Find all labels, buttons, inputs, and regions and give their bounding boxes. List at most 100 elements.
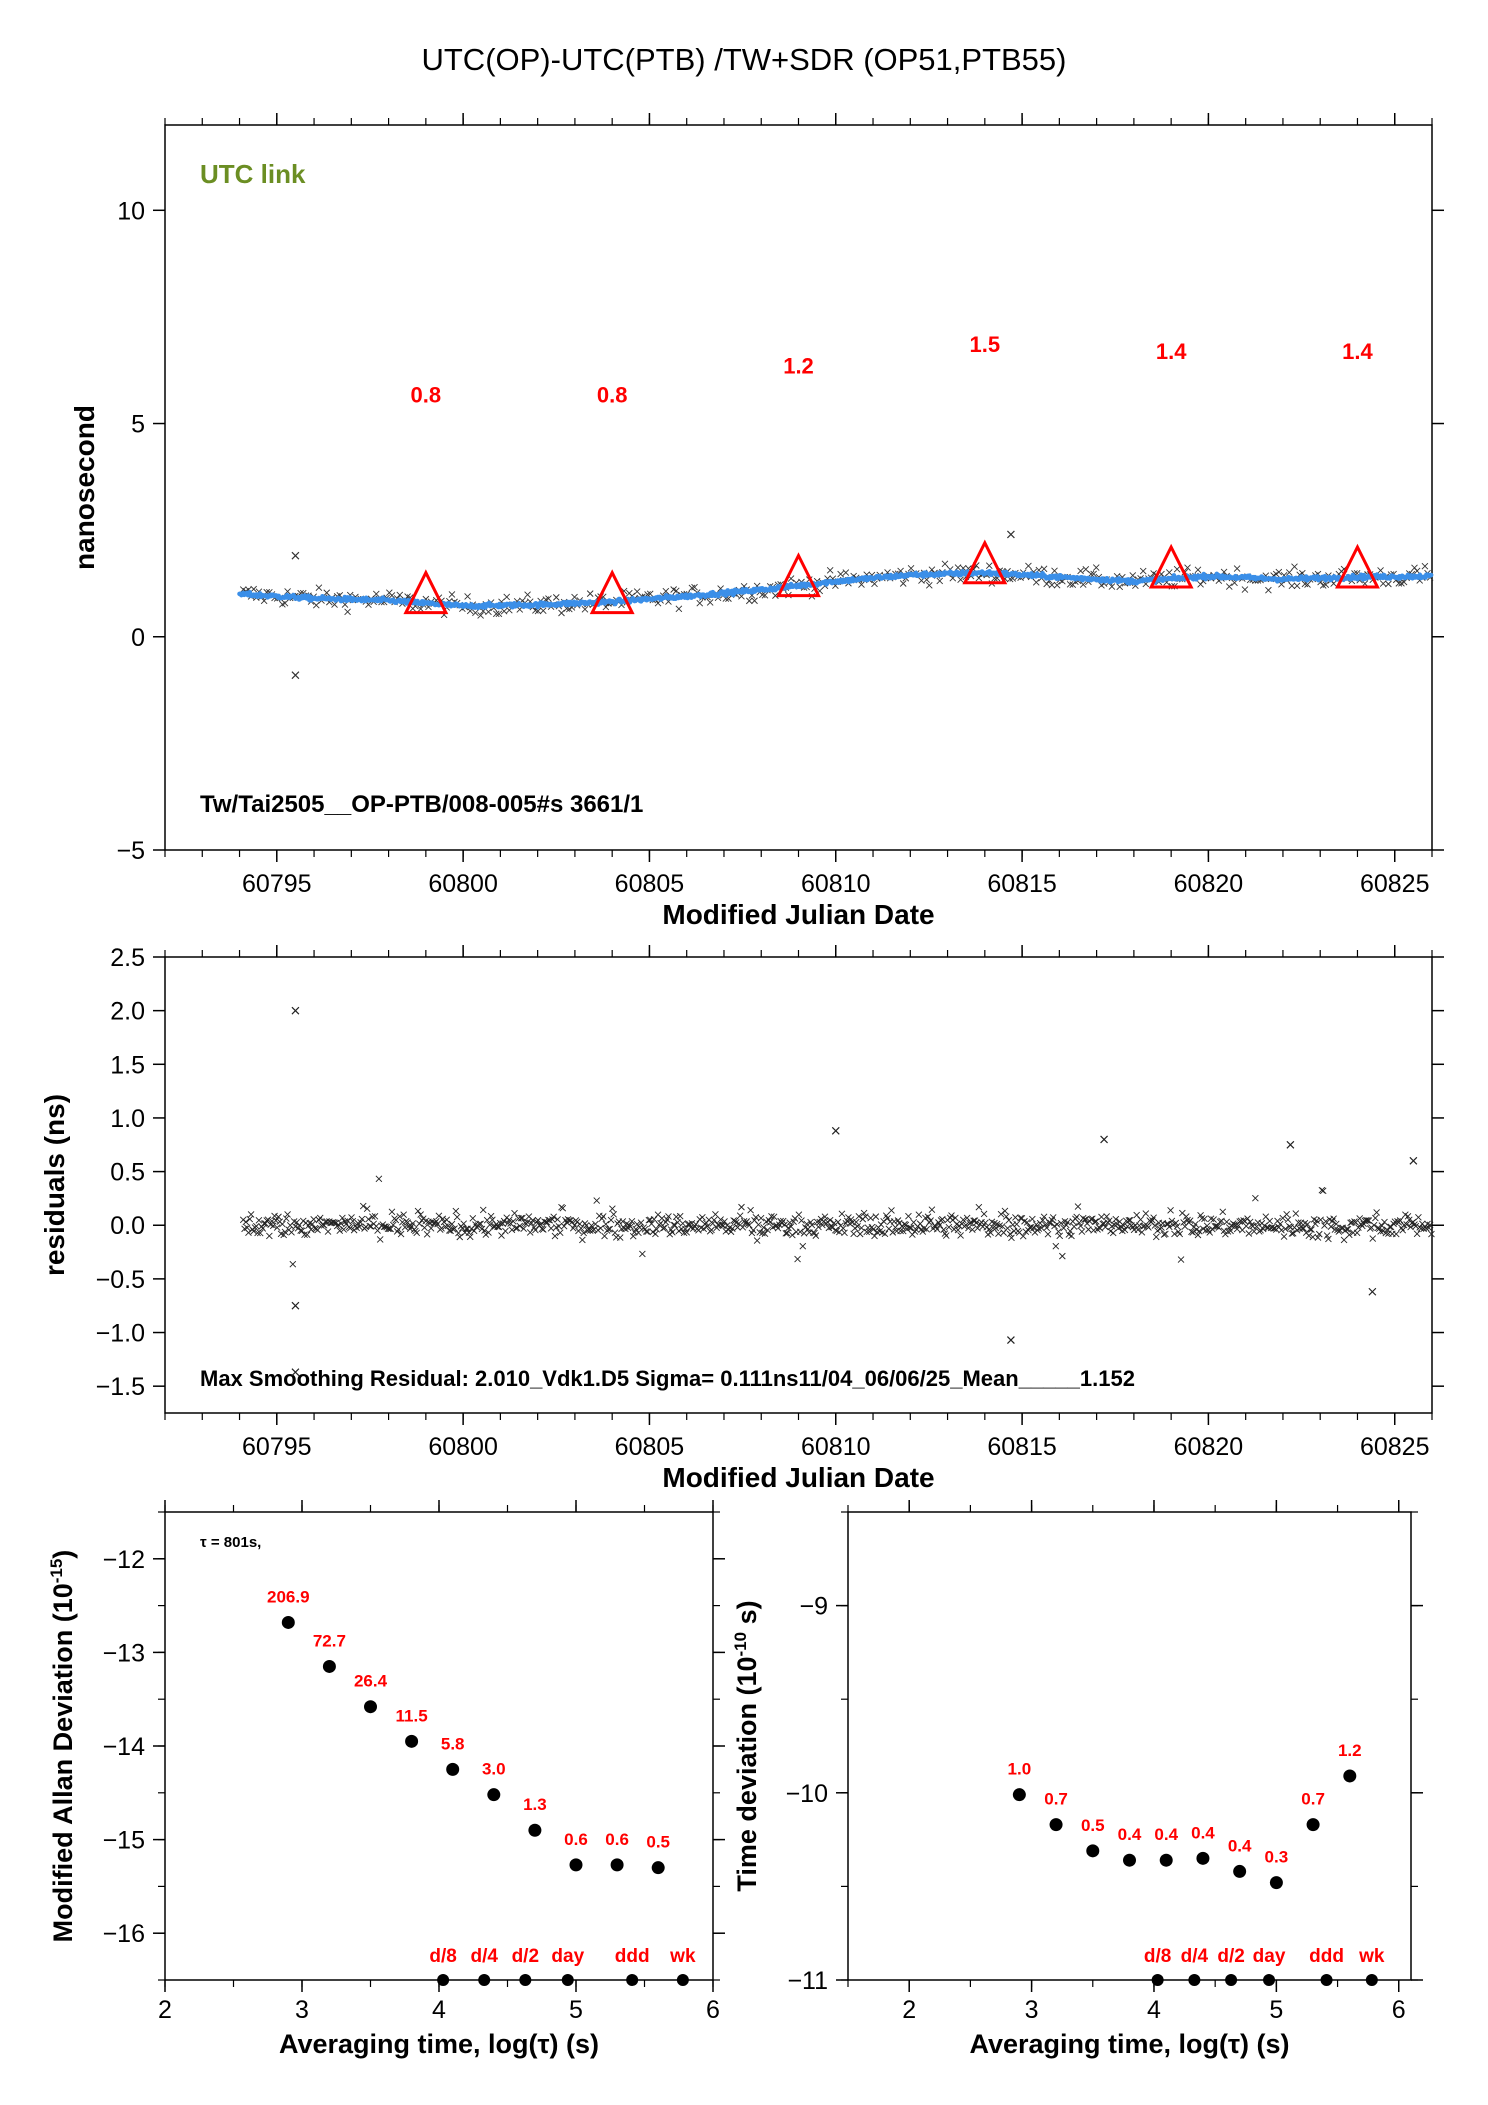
residual-point <box>269 1222 277 1230</box>
residual-point <box>1081 1216 1088 1223</box>
data-point <box>1377 567 1384 574</box>
triangle-value-label: 0.8 <box>597 383 628 408</box>
residual-point <box>1340 1236 1348 1244</box>
outlier-point <box>291 671 300 680</box>
interval-mark <box>561 1974 574 1986</box>
residual-point <box>1305 1232 1313 1240</box>
interval-mark-label: ddd <box>615 1946 650 1967</box>
data-point <box>477 612 484 619</box>
interval-mark <box>519 1974 532 1986</box>
residual-point <box>1356 1215 1364 1222</box>
residual-point <box>593 1197 601 1204</box>
residual-point <box>1078 1228 1086 1235</box>
residual-point <box>526 1229 534 1236</box>
residual-point <box>1245 1230 1253 1237</box>
data-point <box>323 589 331 597</box>
residual-point <box>1162 1230 1169 1238</box>
residual-point <box>755 1221 762 1229</box>
residual-point <box>1103 1213 1110 1220</box>
residual-outlier <box>1100 1135 1108 1144</box>
residual-point <box>1210 1216 1217 1223</box>
residual-point <box>466 1233 474 1241</box>
residual-point <box>995 1230 1002 1238</box>
residual-point <box>787 1223 795 1230</box>
residual-point <box>1276 1220 1284 1228</box>
residual-point <box>1059 1252 1066 1260</box>
residual-point <box>1049 1214 1057 1221</box>
residual-point <box>529 1216 537 1224</box>
residual-point <box>841 1229 848 1237</box>
residual-point <box>692 1220 700 1228</box>
residual-point <box>924 1213 932 1221</box>
utc-link-label: UTC link <box>200 159 306 189</box>
residual-point <box>577 1224 585 1232</box>
interval-mark <box>1225 1974 1238 1986</box>
residual-point <box>421 1224 428 1232</box>
residual-point <box>1224 1228 1232 1235</box>
data-point <box>571 593 578 601</box>
residual-point <box>1203 1222 1211 1230</box>
residual-point <box>867 1214 874 1222</box>
residual-point <box>1284 1216 1292 1223</box>
residual-point <box>500 1217 508 1225</box>
data-point <box>1322 581 1330 589</box>
interval-mark-label: d/8 <box>1144 1946 1171 1967</box>
residual-point <box>1125 1216 1133 1224</box>
residual-point <box>637 1219 645 1226</box>
residual-point <box>752 1214 760 1221</box>
residual-point <box>781 1221 788 1229</box>
residual-point <box>1390 1220 1397 1228</box>
residual-point <box>839 1224 847 1232</box>
interval-mark-label: day <box>1253 1946 1286 1967</box>
x-tick-label: 4 <box>432 1996 446 2024</box>
residual-point <box>1137 1216 1144 1223</box>
residual-outlier <box>291 1368 300 1377</box>
residual-point <box>243 1224 251 1232</box>
deviation-point <box>1086 1844 1100 1858</box>
residual-point <box>520 1225 527 1232</box>
residual-point <box>766 1219 774 1226</box>
residual-points <box>239 1175 1435 1268</box>
deviation-value-label: 0.4 <box>1154 1825 1178 1844</box>
residual-point <box>1317 1216 1324 1224</box>
residual-point <box>1283 1210 1290 1218</box>
residual-point <box>1289 1230 1297 1237</box>
residual-point <box>289 1260 297 1268</box>
y-tick-label: −16 <box>103 1920 145 1948</box>
residual-point <box>700 1225 707 1233</box>
residual-point <box>301 1231 308 1239</box>
interval-mark-label: d/2 <box>512 1946 539 1967</box>
residual-point <box>460 1220 467 1228</box>
interval-mark <box>1263 1974 1276 1986</box>
residual-point <box>614 1220 621 1227</box>
residual-point <box>470 1227 478 1235</box>
residual-point <box>683 1229 691 1236</box>
residual-point <box>1167 1207 1174 1214</box>
residual-point <box>676 1212 684 1220</box>
data-point <box>1066 580 1074 588</box>
data-point <box>1288 582 1296 590</box>
deviation-y-axis-label: Modified Allan Deviation (10-15) <box>47 1550 78 1943</box>
residual-point <box>508 1226 516 1234</box>
residual-point <box>1032 1221 1040 1228</box>
data-point <box>1077 567 1084 575</box>
residual-point <box>1201 1215 1208 1223</box>
residual-point <box>1112 1215 1120 1223</box>
residual-point <box>1417 1225 1425 1232</box>
deviation-value-label: 5.8 <box>441 1734 465 1753</box>
residual-point <box>369 1213 376 1220</box>
residual-point <box>602 1220 610 1228</box>
x-tick-label: 2 <box>902 1996 916 2024</box>
x-tick-label: 60800 <box>428 870 498 898</box>
residual-point <box>479 1206 487 1214</box>
residual-point <box>1315 1230 1323 1238</box>
top-cross-points <box>239 560 1434 619</box>
residual-point <box>736 1212 744 1220</box>
residual-point <box>576 1220 584 1228</box>
residual-point <box>279 1220 286 1228</box>
residual-point <box>481 1227 488 1234</box>
data-point <box>1165 569 1173 576</box>
deviation-point <box>1012 1788 1026 1802</box>
residual-point <box>1314 1234 1322 1241</box>
data-point <box>485 608 492 616</box>
